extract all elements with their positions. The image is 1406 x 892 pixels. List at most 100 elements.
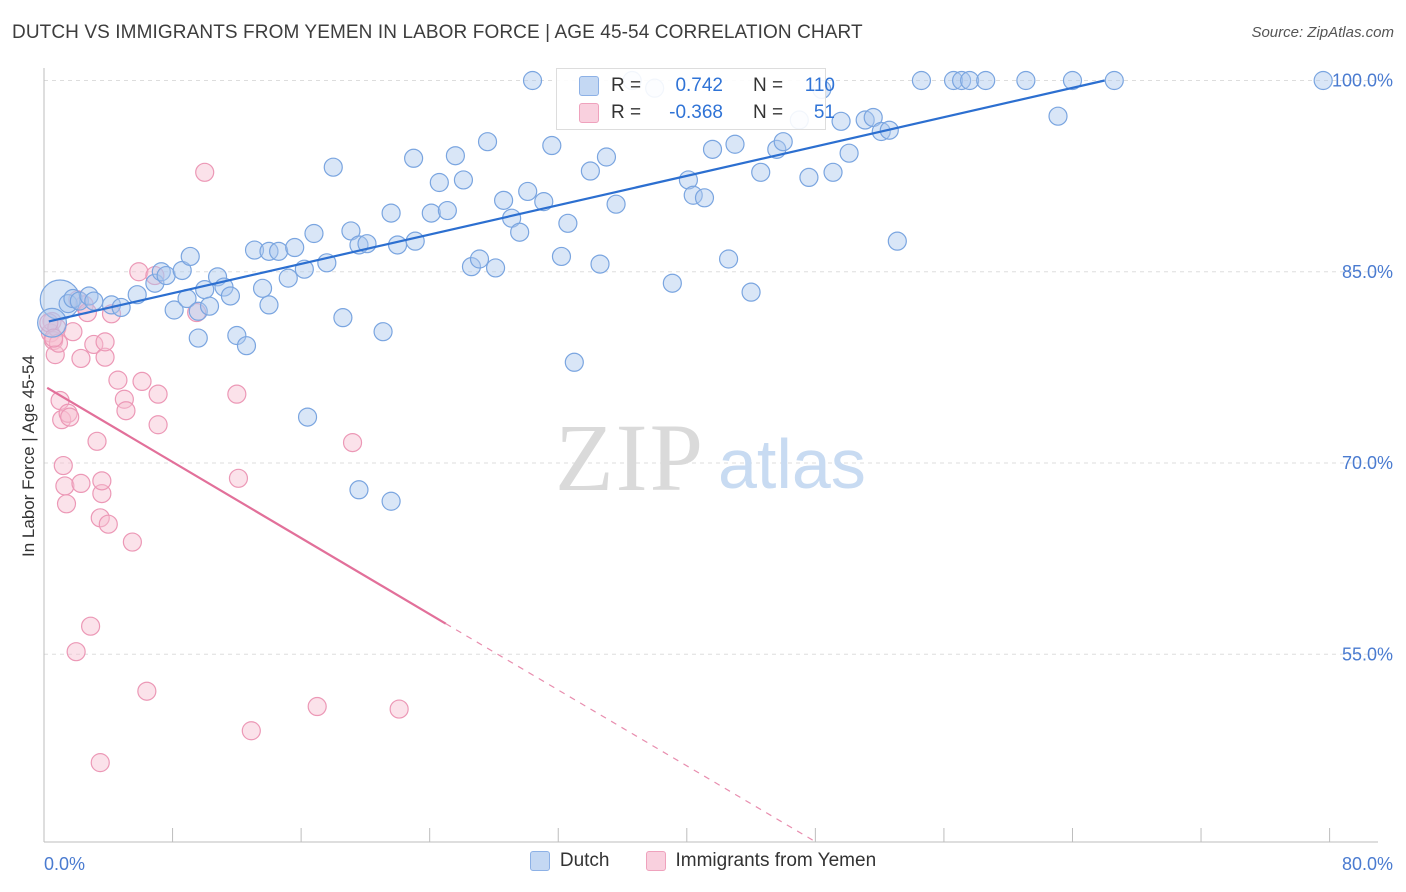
dutch-point <box>244 240 265 260</box>
dutch-point <box>773 132 793 152</box>
dutch-point <box>84 291 104 311</box>
dutch-point <box>259 241 279 261</box>
dutch-point <box>799 167 819 187</box>
legend-dutch-swatch <box>529 851 550 871</box>
dutch-r-label: R = <box>611 75 642 96</box>
dutch-point <box>887 231 907 251</box>
legend-yemen-label: Immigrants from Yemen <box>675 850 877 871</box>
dutch-point <box>199 296 220 316</box>
dutch-point <box>718 249 739 269</box>
dutch-point <box>485 258 506 278</box>
y-axis-label: In Labor Force | Age 45-54 <box>19 355 38 557</box>
dutch-point <box>278 268 298 288</box>
watermark-atlas: atlas <box>718 425 866 503</box>
yemen-point <box>81 616 101 636</box>
dutch-point <box>606 194 626 214</box>
dutch-point <box>518 181 538 202</box>
yemen-swatch <box>579 103 599 123</box>
dutch-point <box>741 282 761 302</box>
dutch-point <box>725 134 745 154</box>
grid-lines <box>44 80 1378 655</box>
axes <box>43 68 1378 843</box>
yemen-point <box>53 455 73 476</box>
dutch-point <box>469 249 490 269</box>
x-tick-label: 0.0% <box>44 854 85 874</box>
legend-yemen-swatch <box>645 851 666 871</box>
yemen-point <box>95 332 115 352</box>
yemen-point <box>195 162 215 182</box>
yemen-point <box>95 347 115 367</box>
dutch-point <box>373 322 393 342</box>
dutch-point <box>580 161 600 181</box>
dutch-point <box>564 352 584 372</box>
y-tick-labels: 55.0% 70.0% 85.0% 100.0% <box>1332 71 1393 665</box>
dutch-point <box>551 246 572 267</box>
dutch-point <box>404 148 424 168</box>
x-tick-labels: 0.0% 80.0% <box>44 854 1393 874</box>
yemen-point <box>44 328 64 348</box>
dutch-point <box>429 172 449 193</box>
dutch-point <box>259 295 279 315</box>
yemen-point <box>71 348 91 369</box>
yemen-r-label: R = <box>611 102 642 123</box>
dutch-point <box>590 254 610 274</box>
dutch-point <box>823 162 843 182</box>
yemen-point <box>342 433 363 453</box>
yemen-point <box>98 514 118 534</box>
yemen-points <box>39 162 409 773</box>
chart-title: DUTCH VS IMMIGRANTS FROM YEMEN IN LABOR … <box>12 22 863 43</box>
dutch-point <box>542 135 562 156</box>
trend-line-yemen <box>46 386 447 625</box>
y-tick-label: 100.0% <box>1332 71 1393 91</box>
dutch-point <box>596 147 617 167</box>
dutch-point <box>558 213 578 233</box>
dutch-point <box>323 157 343 177</box>
dutch-point <box>164 300 184 320</box>
dutch-point <box>297 407 318 427</box>
dutch-point <box>683 185 703 205</box>
yemen-point <box>148 384 168 404</box>
dutch-point <box>180 246 200 267</box>
dutch-point <box>976 70 996 91</box>
watermark: ZIP atlas <box>555 404 866 511</box>
dutch-point <box>37 307 68 338</box>
y-tick-label: 85.0% <box>1342 262 1393 282</box>
yemen-point <box>241 721 261 741</box>
yemen-point <box>132 371 152 391</box>
stats-row-dutch: R = 0.742 N = 110 <box>579 73 835 99</box>
dutch-point <box>831 111 851 131</box>
dutch-point <box>269 241 289 261</box>
y-tick-label: 70.0% <box>1342 453 1393 473</box>
y-tick-label: 55.0% <box>1342 644 1393 664</box>
trend-lines <box>46 79 1105 843</box>
stats-box: R = 0.742 N = 110 R = -0.368 N = 51 <box>556 68 835 130</box>
dutch-swatch <box>579 76 599 96</box>
dutch-point <box>1016 70 1036 91</box>
dutch-point <box>522 70 543 91</box>
dutch-point <box>477 132 498 152</box>
dutch-point <box>494 190 514 210</box>
dutch-point <box>960 70 980 91</box>
dutch-point <box>333 308 353 328</box>
yemen-point <box>92 471 112 491</box>
dutch-point <box>453 170 474 190</box>
dutch-point <box>421 203 441 223</box>
yemen-point <box>129 262 149 282</box>
source-credit: Source: ZipAtlas.com <box>1251 24 1394 41</box>
legend-dutch-label: Dutch <box>559 850 610 871</box>
dutch-point <box>145 273 165 293</box>
dutch-point <box>702 139 723 159</box>
legend-item-yemen: Immigrants from Yemen <box>645 850 877 872</box>
dutch-point <box>236 336 257 356</box>
dutch-point <box>405 231 425 251</box>
yemen-point <box>122 532 142 552</box>
watermark-zip: ZIP <box>555 404 705 511</box>
dutch-point <box>1062 70 1083 91</box>
yemen-point <box>307 696 327 717</box>
dutch-point <box>69 291 89 311</box>
dutch-point <box>1048 106 1068 126</box>
dutch-point <box>381 491 401 511</box>
dutch-point <box>839 143 859 163</box>
dutch-point <box>381 203 401 223</box>
